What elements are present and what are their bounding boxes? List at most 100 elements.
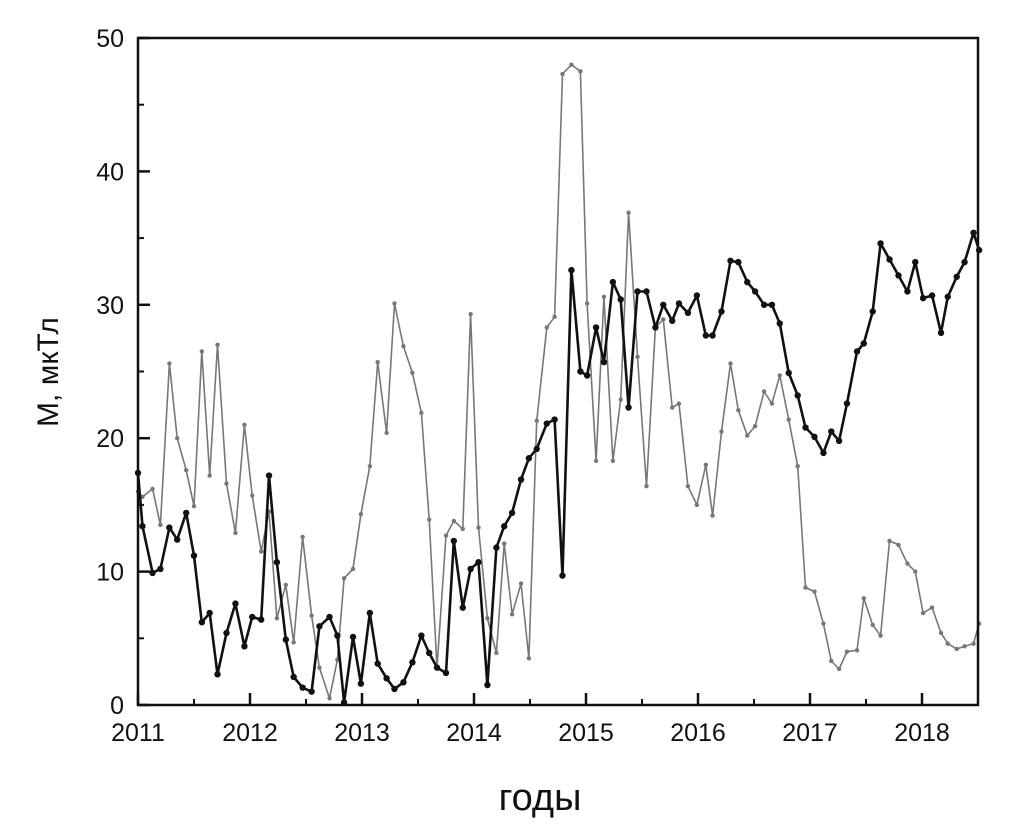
data-point: [199, 349, 205, 354]
data-point: [391, 685, 398, 693]
data-point: [913, 569, 918, 574]
data-point: [905, 561, 910, 566]
data-point: [887, 538, 892, 544]
data-point: [860, 340, 867, 347]
data-point: [475, 559, 482, 566]
data-point: [592, 324, 600, 331]
data-point: [745, 433, 750, 438]
data-point: [962, 644, 967, 649]
data-point: [835, 437, 843, 445]
data-point: [660, 301, 667, 308]
data-point: [718, 308, 725, 315]
data-point: [786, 417, 791, 422]
data-point: [190, 552, 198, 559]
data-point: [811, 433, 818, 441]
data-point: [517, 476, 525, 483]
data-point: [583, 372, 591, 379]
data-point: [494, 650, 499, 656]
data-point: [400, 679, 407, 686]
data-point: [600, 358, 608, 366]
data-point: [214, 671, 221, 678]
data-point: [383, 675, 390, 682]
data-point: [374, 660, 381, 667]
x-tick-label: 2013: [334, 719, 390, 747]
data-point: [233, 530, 238, 536]
data-point: [559, 572, 566, 579]
data-point: [945, 641, 950, 646]
data-point: [358, 512, 364, 517]
data-point: [191, 504, 197, 509]
data-point: [820, 449, 827, 457]
data-point: [401, 343, 406, 349]
data-point: [533, 445, 540, 453]
data-point: [241, 643, 248, 650]
data-point: [534, 418, 539, 424]
data-point: [776, 320, 783, 327]
data-point: [158, 522, 163, 528]
data-point: [183, 468, 189, 473]
data-point: [167, 361, 172, 366]
data-point: [273, 559, 281, 566]
data-point: [970, 229, 977, 236]
data-point: [375, 359, 380, 365]
x-tick-label: 2018: [894, 719, 950, 747]
data-point: [843, 400, 851, 407]
data-point: [426, 649, 433, 657]
data-point: [568, 266, 575, 274]
data-point: [861, 596, 866, 601]
data-point: [744, 278, 751, 286]
data-point: [919, 294, 927, 302]
data-point: [794, 392, 801, 399]
data-point: [502, 541, 507, 546]
data-point: [467, 565, 474, 573]
data-point: [215, 342, 220, 348]
data-point: [661, 317, 666, 322]
data-point: [451, 518, 457, 524]
data-point: [460, 526, 465, 532]
series-1: [135, 62, 982, 701]
data-point: [341, 576, 347, 581]
data-point: [953, 273, 960, 280]
data-point: [869, 308, 876, 315]
x-tick-label: 2012: [222, 719, 278, 747]
data-point: [944, 293, 951, 300]
data-point: [283, 582, 289, 588]
data-point: [350, 566, 356, 572]
data-point: [317, 665, 322, 670]
data-point: [768, 301, 776, 308]
data-point: [895, 272, 902, 279]
data-point: [419, 410, 424, 416]
data-point: [751, 288, 759, 295]
data-point: [853, 348, 861, 355]
data-point: [366, 609, 374, 617]
y-tick-label: 40: [96, 158, 124, 186]
data-point: [719, 429, 724, 434]
data-point: [166, 524, 173, 531]
data-point: [803, 585, 808, 590]
data-point: [518, 581, 524, 586]
data-point: [920, 610, 926, 616]
data-point: [929, 605, 935, 610]
data-point: [551, 416, 558, 423]
data-point: [484, 681, 491, 689]
data-point: [357, 680, 365, 687]
data-point: [198, 619, 206, 626]
data-point: [174, 536, 181, 543]
data-point: [736, 407, 741, 413]
data-point: [175, 436, 180, 441]
data-point: [250, 493, 255, 498]
data-point: [334, 632, 341, 639]
y-tick-label: 10: [96, 559, 124, 587]
series-layer: [134, 62, 983, 706]
data-point: [367, 464, 373, 469]
data-point: [207, 473, 212, 478]
data-point: [157, 565, 164, 573]
data-point: [821, 621, 826, 626]
data-point: [877, 240, 884, 247]
data-point: [828, 428, 835, 435]
series-0: [134, 229, 983, 706]
data-point: [710, 513, 715, 518]
data-point: [544, 325, 549, 330]
data-point: [878, 633, 883, 638]
